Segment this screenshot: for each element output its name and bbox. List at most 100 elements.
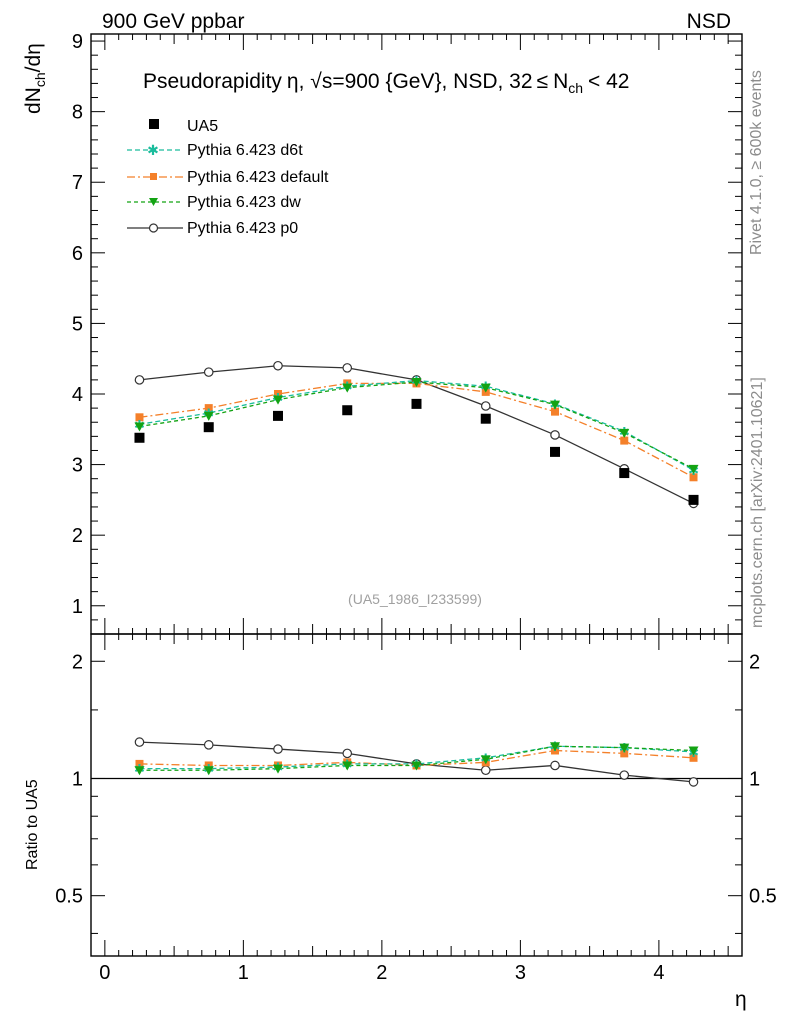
xlabel: η: [735, 988, 747, 1011]
legend-marker-default: [150, 173, 157, 180]
upper-ytick-label: 8: [72, 102, 83, 124]
point-default: [620, 749, 629, 758]
point-p0: [688, 777, 699, 787]
upper-ytick-label: 2: [72, 525, 83, 547]
legend-marker-ua5: [149, 119, 159, 129]
title-sqrt: √: [310, 70, 322, 93]
point-ua5: [203, 422, 214, 433]
point-p0: [550, 430, 560, 440]
point-default: [689, 753, 698, 762]
point-dw: [411, 761, 422, 771]
point-ua5: [688, 494, 699, 505]
point-dw: [203, 766, 214, 776]
xtick-label: 1: [238, 962, 249, 984]
legend-label-p0: Pythia 6.423 p0: [187, 220, 298, 237]
point-p0: [273, 360, 283, 371]
lower-ytick-label-right: 1: [749, 768, 760, 790]
point-dw: [342, 761, 353, 771]
point-default: [204, 761, 213, 770]
point-default: [689, 473, 698, 482]
point-dw: [411, 378, 422, 387]
point-ua5: [480, 413, 491, 424]
point-p0: [134, 737, 145, 747]
point-ua5: [272, 410, 283, 421]
xtick-label: 2: [376, 962, 387, 984]
point-ua5: [411, 398, 422, 409]
point-ua5: [619, 468, 630, 479]
ylabel-sub: ch: [32, 72, 48, 87]
point-dw: [619, 743, 630, 753]
ylabel-d: dN: [22, 87, 45, 114]
point-default: [343, 379, 352, 388]
point-default: [135, 413, 144, 422]
upper-ytick-label: 6: [72, 243, 83, 265]
point-p0: [480, 401, 491, 411]
legend-marker-dw: [149, 198, 158, 206]
mcplots-label: mcplots.cern.ch [arXiv:2401.10621]: [749, 377, 766, 628]
legend-label-ua5: UA5: [187, 118, 218, 135]
point-dw: [272, 395, 283, 405]
point-p0: [550, 760, 560, 771]
point-p0: [273, 744, 283, 754]
legend-marker-d6t: ✱: [147, 142, 159, 158]
lower-ytick-label-right: 2: [749, 651, 760, 673]
title-n: N: [553, 70, 568, 93]
series-line-dw: [139, 745, 694, 771]
title-leq: ≤: [537, 70, 549, 93]
lower-frame: [90, 633, 743, 957]
point-dw: [480, 383, 491, 393]
title-prefix: Pseudorapidity: [143, 70, 282, 93]
legend-label-d6t: Pythia 6.423 d6t: [187, 142, 303, 159]
upper-ylabel: dNch/dη: [22, 43, 48, 114]
legend-label-dw: Pythia 6.423 dw: [187, 194, 301, 211]
point-default: [135, 759, 144, 768]
watermark: (UA5_1986_I233599): [348, 591, 482, 607]
point-dw: [134, 422, 145, 432]
lower-ytick-label-left: 0.5: [55, 886, 83, 908]
legend-label-default: Pythia 6.423 default: [187, 169, 329, 186]
point-ua5: [550, 446, 561, 457]
point-default: [551, 407, 560, 416]
title-tail: < 42: [588, 70, 629, 93]
ylabel-rest: /dη: [22, 43, 45, 72]
point-p0: [203, 740, 214, 750]
upper-ytick-label: 7: [72, 172, 83, 194]
series-line-d6t: [139, 745, 694, 770]
rivet-label: Rivet 4.1.0, ≥ 600k events: [748, 70, 765, 255]
lower-ytick-label-right: 0.5: [749, 886, 777, 908]
point-dw: [619, 428, 630, 438]
lower-ytick-label-left: 2: [72, 651, 83, 673]
point-default: [273, 390, 282, 398]
title-comma: ,: [299, 70, 311, 93]
point-dw: [203, 411, 214, 421]
point-dw: [550, 742, 561, 752]
point-dw: [480, 755, 491, 765]
xtick-label: 4: [653, 962, 664, 984]
point-p0: [203, 367, 214, 377]
legend: UA5 ✱ Pythia 6.423 d6t Pythia 6.423 defa…: [127, 118, 329, 237]
upper-ytick-label: 5: [72, 313, 83, 335]
point-dw: [134, 766, 145, 776]
point-p0: [342, 748, 353, 759]
point-default: [204, 404, 213, 413]
point-p0: [134, 375, 145, 385]
header-left: 900 GeV ppbar: [102, 10, 244, 33]
point-ua5: [342, 405, 353, 416]
point-dw: [342, 383, 353, 393]
legend-marker-p0: [148, 223, 159, 233]
chart-title: Pseudorapidity η, √s=900 {GeV}, NSD, 32 ≤ N…: [143, 70, 630, 96]
upper-ytick-label: 3: [72, 455, 83, 477]
lower-ytick-label-left: 1: [72, 768, 83, 790]
series-line-d6t: [139, 379, 694, 471]
xtick-label: 3: [515, 962, 526, 984]
upper-ytick-label: 9: [72, 31, 83, 53]
point-ua5: [134, 432, 145, 443]
header-right: NSD: [687, 10, 731, 33]
series-line-default: [139, 382, 694, 478]
point-dw: [550, 400, 561, 410]
point-dw: [688, 746, 699, 756]
title-s: s=900 {GeV}, NSD, 32: [322, 70, 533, 93]
